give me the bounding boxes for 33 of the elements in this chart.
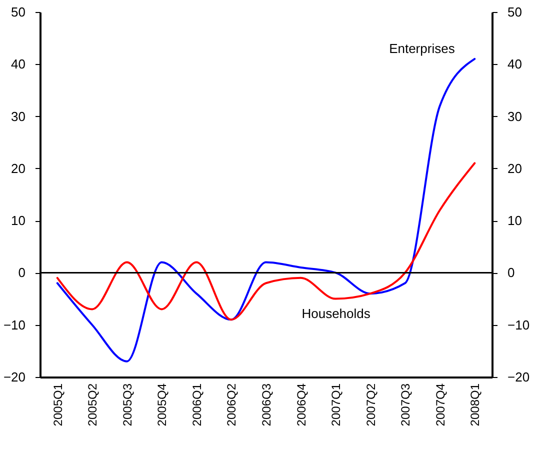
y-tick-label: 40 — [11, 56, 26, 72]
x-tick-label: 2006Q1 — [190, 383, 204, 426]
y-tick-label: −10 — [3, 317, 26, 332]
y2-tick-label: 20 — [508, 160, 522, 176]
y-tick-label: 50 — [11, 4, 26, 20]
x-tick-label: 2005Q4 — [155, 383, 170, 426]
x-tick-label: 2006Q3 — [260, 383, 274, 426]
y-tick-label: 10 — [11, 213, 26, 228]
x-tick-label: 2008Q1 — [468, 383, 482, 426]
y-tick-label: 30 — [11, 108, 26, 124]
y2-tick-label: 50 — [508, 4, 522, 20]
x-tick-label: 2007Q2 — [364, 383, 378, 426]
x-tick-label: 2007Q4 — [433, 383, 448, 426]
y-tick-label: 0 — [18, 265, 26, 280]
x-tick-label: 2005Q2 — [86, 383, 100, 426]
x-tick-label: 2006Q4 — [294, 383, 308, 426]
x-tick-label: 2006Q2 — [224, 383, 239, 426]
y2-tick-label: −10 — [508, 317, 530, 332]
y2-tick-label: −20 — [508, 370, 530, 384]
y2-tick-label: 30 — [508, 108, 522, 124]
x-tick-label: 2007Q1 — [329, 383, 344, 426]
y2-tick-label: 40 — [508, 56, 522, 72]
y2-tick-label: 10 — [508, 213, 522, 228]
line-series — [56, 58, 476, 362]
x-tick-label: 2005Q1 — [50, 383, 65, 426]
line-series — [56, 162, 476, 321]
series-label: Enterprises — [389, 41, 456, 56]
x-tick-label: 2007Q3 — [398, 383, 413, 426]
y-tick-label: 20 — [11, 160, 26, 176]
x-tick-label: 2005Q3 — [120, 383, 134, 426]
series-label: Households — [302, 306, 371, 321]
y2-tick-label: 0 — [508, 265, 515, 280]
y-tick-label: −20 — [3, 370, 26, 384]
